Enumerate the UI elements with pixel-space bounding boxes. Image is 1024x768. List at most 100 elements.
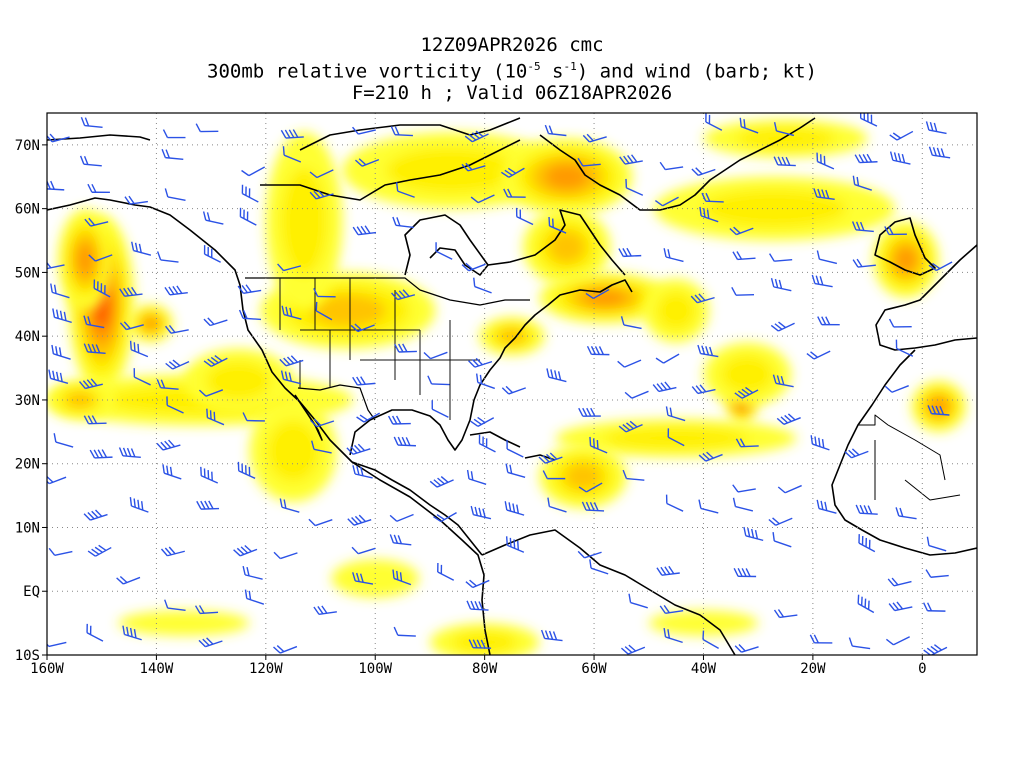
wind-barb — [198, 389, 224, 397]
wind-barb — [352, 465, 373, 479]
wind-barb — [431, 400, 449, 418]
wind-barb — [816, 250, 838, 265]
x-tick-label: 20W — [800, 661, 826, 677]
y-tick-label: 10N — [15, 520, 40, 536]
wind-barb — [922, 602, 946, 612]
wind-barb — [238, 309, 262, 321]
wind-barb — [119, 321, 144, 331]
wind-barb — [347, 514, 372, 526]
wind-barb — [739, 117, 759, 134]
y-tick-label: 70N — [15, 138, 40, 154]
wind-barb — [87, 183, 110, 193]
wind-barb — [47, 133, 70, 143]
wind-barb — [844, 448, 869, 459]
wind-barb — [395, 182, 415, 198]
wind-barb — [702, 630, 719, 649]
wind-barb — [165, 359, 190, 370]
coastline-british-isles — [874, 217, 936, 276]
wind-barb — [585, 288, 610, 300]
x-tick-label: 80W — [472, 661, 498, 677]
wind-barb — [164, 285, 188, 296]
wind-barb — [156, 251, 179, 263]
wind-barb — [281, 305, 302, 320]
x-tick-label: 100W — [358, 661, 392, 677]
wind-barb — [732, 497, 754, 512]
title-line-2-exponent-1: -5 — [527, 60, 541, 73]
wind-barb — [88, 254, 113, 262]
wind-barb — [475, 373, 495, 390]
wind-barb — [429, 476, 454, 488]
wind-barb — [119, 286, 143, 297]
wind-barb — [542, 470, 566, 480]
wind-barb — [655, 353, 680, 364]
wind-barb — [48, 547, 73, 556]
wind-barb — [503, 188, 526, 198]
wind-barb — [435, 242, 453, 260]
wind-barb — [540, 629, 563, 642]
wind-barb — [817, 316, 840, 326]
wind-barb — [538, 452, 563, 464]
wind-barb — [310, 418, 335, 428]
wind-barb — [578, 407, 601, 417]
wind-barb — [83, 415, 107, 425]
wind-barb — [810, 435, 830, 451]
vorticity-shading — [47, 119, 967, 655]
wind-barb — [622, 469, 645, 481]
wind-barb — [280, 129, 304, 139]
wind-barb — [770, 278, 792, 292]
coastline-cuba — [469, 431, 521, 448]
wind-barb — [734, 386, 759, 399]
wind-barb — [387, 415, 411, 425]
coastline-gulf-east — [349, 279, 633, 456]
wind-barb — [698, 451, 723, 462]
wind-barb — [663, 248, 684, 263]
wind-barb — [389, 513, 414, 522]
y-tick-label: 60N — [15, 202, 40, 218]
wind-barb — [166, 396, 184, 414]
coastline-north-america-west — [47, 197, 491, 655]
wind-barb — [466, 469, 487, 485]
wind-barb — [884, 226, 907, 236]
vorticity-feature — [643, 278, 709, 343]
wind-barb — [391, 289, 416, 301]
wind-barb — [701, 192, 724, 203]
wind-barb — [848, 637, 871, 650]
wind-barb — [470, 505, 492, 520]
wind-barb — [816, 152, 835, 170]
wind-barb — [858, 534, 876, 553]
wind-barb — [773, 609, 798, 619]
title-line-1: 12Z09APR2026 cmc — [420, 34, 604, 56]
wind-barb — [200, 466, 219, 484]
y-tick-label: 10S — [15, 648, 40, 664]
wind-barb — [83, 343, 106, 354]
wind-barb — [618, 247, 642, 258]
wind-barb — [162, 464, 182, 480]
wind-barb — [51, 344, 71, 360]
wind-barb — [87, 544, 112, 557]
wind-barb — [690, 293, 715, 304]
wind-barb — [202, 211, 224, 225]
vorticity-feature — [911, 380, 967, 432]
wind-barb — [161, 149, 184, 160]
x-tick-label: 140W — [140, 661, 174, 677]
wind-barb — [237, 284, 262, 294]
wind-barb — [659, 161, 684, 171]
wind-barb — [619, 154, 643, 165]
title-line-2-part-b: s — [540, 60, 564, 83]
wind-barb — [352, 572, 374, 585]
wind-barb — [53, 433, 74, 448]
border-us-mexico — [297, 384, 376, 421]
wind-barb — [427, 375, 450, 386]
wind-barb — [734, 644, 759, 653]
wind-barb — [705, 113, 723, 131]
x-tick-label: 60W — [581, 661, 607, 677]
wind-barb — [859, 113, 878, 127]
coastline-central-america — [351, 461, 483, 556]
wind-barb — [691, 167, 716, 176]
wind-barb — [926, 536, 947, 552]
wind-barb — [654, 196, 679, 207]
wind-barb — [393, 436, 416, 447]
wind-barb — [279, 498, 300, 513]
wind-barb — [47, 639, 67, 648]
wind-barb — [617, 359, 642, 368]
